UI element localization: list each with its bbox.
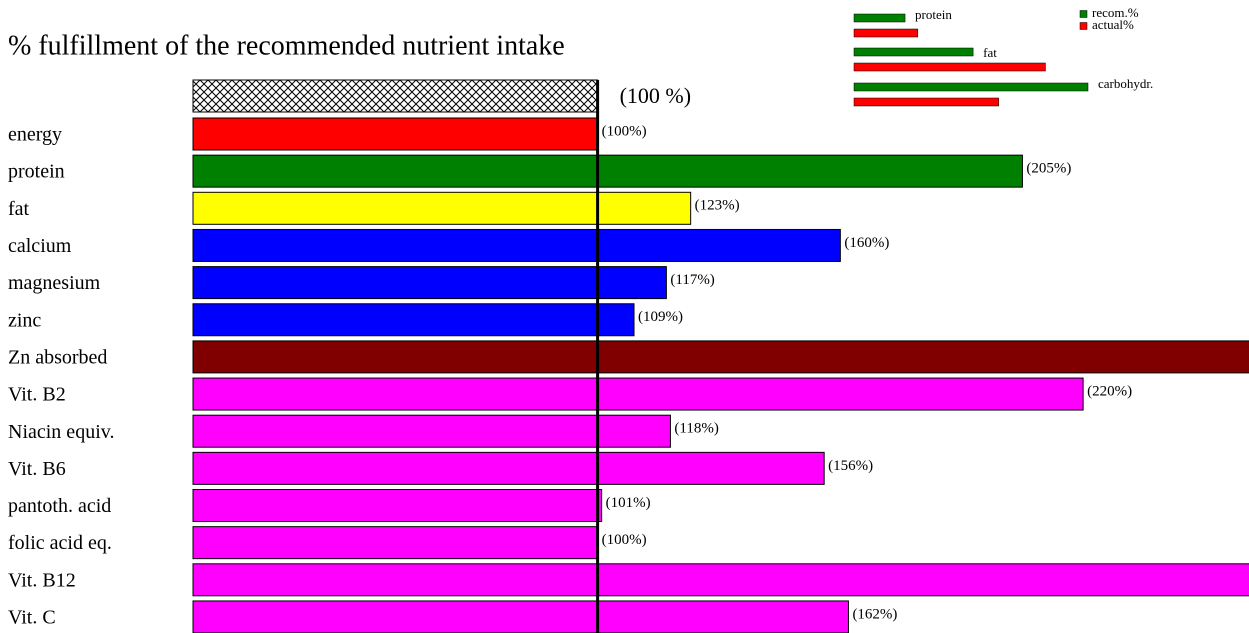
legend-label: actual% [1092, 17, 1134, 32]
category-label: Vit. C [8, 607, 56, 629]
legend-swatch [1079, 22, 1088, 30]
inset-bar [853, 47, 974, 57]
bar [192, 451, 825, 485]
inset-category: carbohydr. [1098, 76, 1153, 91]
inset-bar [853, 62, 1046, 72]
inset-bar [853, 97, 999, 107]
value-label: (156%) [828, 458, 873, 474]
inset-bar [853, 82, 1089, 92]
bar [192, 414, 671, 448]
bar [192, 154, 1023, 188]
bar [192, 266, 667, 300]
value-label: (101%) [606, 495, 651, 511]
inset-category: fat [983, 45, 997, 60]
category-label: Vit. B6 [8, 458, 66, 480]
category-label: protein [8, 161, 65, 183]
reference-label: (100 %) [620, 83, 691, 108]
legend-swatch [1079, 10, 1088, 18]
value-label: (162%) [852, 606, 897, 622]
value-label: (205%) [1026, 161, 1071, 177]
chart-title: % fulfillment of the recommended nutrien… [8, 30, 565, 61]
value-label: (100%) [602, 123, 647, 139]
category-label: Niacin equiv. [8, 421, 114, 443]
category-label: Zn absorbed [8, 346, 107, 368]
inset-bar [853, 13, 906, 23]
bar [192, 228, 841, 262]
bar [192, 303, 635, 337]
category-label: energy [8, 124, 62, 146]
value-label: (160%) [844, 235, 889, 251]
bar [192, 191, 692, 225]
category-label: fat [8, 198, 30, 220]
legend-label: recom.% [1092, 5, 1139, 20]
category-label: pantoth. acid [8, 495, 111, 517]
bar [192, 563, 1249, 597]
reference-bar [192, 79, 599, 113]
category-label: folic acid eq. [8, 532, 112, 554]
bar [192, 526, 599, 560]
value-label: (123%) [695, 198, 740, 214]
value-label: (100%) [602, 532, 647, 548]
value-label: (118%) [674, 421, 718, 437]
plot [192, 79, 1249, 633]
value-label: (109%) [638, 309, 683, 325]
category-label: magnesium [8, 272, 101, 294]
bar [192, 377, 1084, 411]
value-label: (117%) [670, 272, 714, 288]
bar [192, 340, 1249, 374]
bar [192, 117, 599, 151]
inset-category: protein [915, 7, 952, 22]
category-label: Vit. B12 [8, 569, 76, 591]
value-label: (220%) [1087, 383, 1132, 399]
bar [192, 489, 603, 522]
category-label: calcium [8, 235, 72, 257]
category-label: Vit. B2 [8, 384, 66, 406]
inset-bar [853, 28, 919, 38]
category-label: zinc [8, 309, 41, 331]
bar [192, 600, 849, 633]
